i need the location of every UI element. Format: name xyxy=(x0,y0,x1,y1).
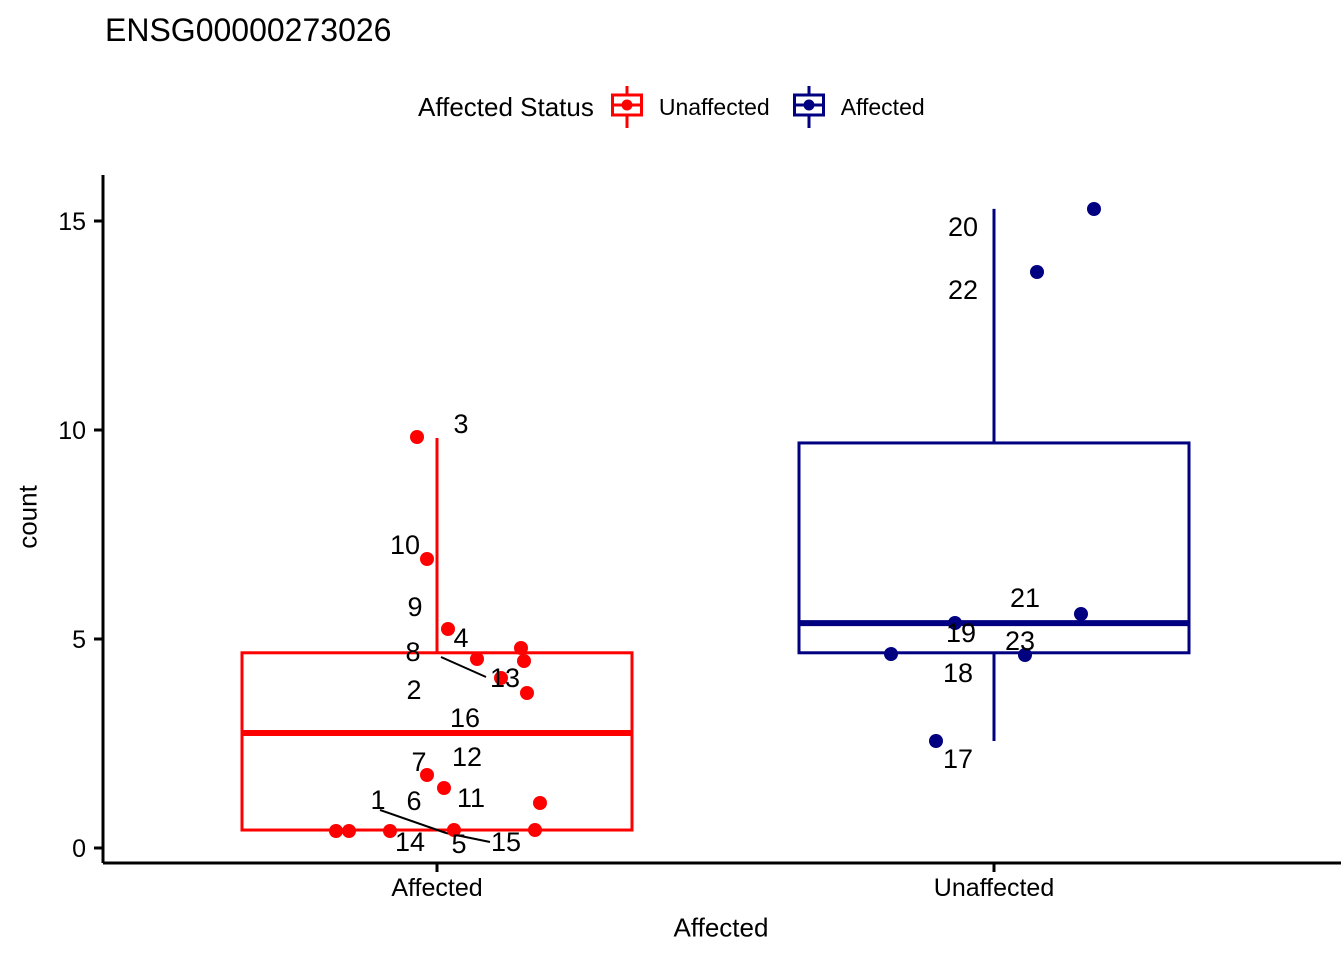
data-point-14 xyxy=(329,824,343,838)
point-label-21: 21 xyxy=(1010,583,1040,613)
data-point-16 xyxy=(520,686,534,700)
key-dot xyxy=(803,99,815,111)
label-connector xyxy=(379,809,447,834)
point-label-18: 18 xyxy=(943,658,973,688)
legend: Affected Status Unaffected Affected xyxy=(418,84,947,130)
point-label-16: 16 xyxy=(450,703,480,733)
legend-label-unaffected: Unaffected xyxy=(658,93,770,120)
point-label-12: 12 xyxy=(452,742,482,772)
data-point-10 xyxy=(420,552,434,566)
point-label-6: 6 xyxy=(406,786,421,816)
y-tick-label: 10 xyxy=(58,417,86,445)
data-point-15 xyxy=(528,823,542,837)
data-point-21 xyxy=(1074,607,1088,621)
unaffected-box xyxy=(797,441,1191,655)
point-label-8: 8 xyxy=(405,637,420,667)
x-tick-label: Unaffected xyxy=(934,874,1054,902)
data-point-5 xyxy=(383,824,397,838)
boxplot-key-icon xyxy=(792,86,825,128)
key-dot xyxy=(621,99,633,111)
legend-label-affected: Affected xyxy=(840,93,925,120)
label-connector xyxy=(440,656,487,678)
data-point-9 xyxy=(470,652,484,666)
point-label-19: 19 xyxy=(946,618,976,648)
data-point-19 xyxy=(948,616,962,630)
data-point-13 xyxy=(494,671,508,685)
legend-item-affected: Affected xyxy=(792,85,925,129)
point-label-14: 14 xyxy=(395,827,425,857)
point-label-13: 13 xyxy=(490,663,520,693)
chart-title: ENSG00000273026 xyxy=(105,12,392,48)
boxplot-key-icon xyxy=(610,86,643,128)
y-tick-label: 0 xyxy=(72,835,86,863)
y-tick-label: 5 xyxy=(72,626,86,654)
affected-box xyxy=(240,651,634,832)
point-label-15: 15 xyxy=(491,827,521,857)
data-point-22 xyxy=(1030,265,1044,279)
point-label-23: 23 xyxy=(1005,626,1035,656)
data-point-23 xyxy=(1018,648,1032,662)
point-label-1: 1 xyxy=(370,785,385,815)
y-axis-title: count xyxy=(12,485,43,549)
data-point-2 xyxy=(517,654,531,668)
legend-item-unaffected: Unaffected xyxy=(610,85,770,129)
point-label-9: 9 xyxy=(407,592,422,622)
data-point-1 xyxy=(447,823,461,837)
point-label-4: 4 xyxy=(453,623,468,653)
data-point-17 xyxy=(929,734,943,748)
data-point-6 xyxy=(342,824,356,838)
x-tick-label: Affected xyxy=(391,874,482,902)
point-label-20: 20 xyxy=(948,212,978,242)
point-label-5: 5 xyxy=(451,829,466,859)
data-point-18 xyxy=(884,647,898,661)
point-label-17: 17 xyxy=(943,744,973,774)
data-point-7 xyxy=(420,768,434,782)
data-point-12 xyxy=(437,781,451,795)
y-tick-label: 15 xyxy=(58,208,86,236)
point-label-3: 3 xyxy=(453,409,468,439)
point-label-11: 11 xyxy=(457,783,485,813)
data-point-20 xyxy=(1087,202,1101,216)
data-point-3 xyxy=(410,430,424,444)
point-label-10: 10 xyxy=(390,530,420,560)
x-axis-title: Affected xyxy=(673,912,769,943)
data-point-4 xyxy=(441,622,455,636)
data-point-8 xyxy=(514,641,528,655)
legend-title: Affected Status xyxy=(418,91,594,122)
point-label-22: 22 xyxy=(948,275,978,305)
data-point-11 xyxy=(533,796,547,810)
point-label-2: 2 xyxy=(406,675,421,705)
point-label-7: 7 xyxy=(411,747,426,777)
